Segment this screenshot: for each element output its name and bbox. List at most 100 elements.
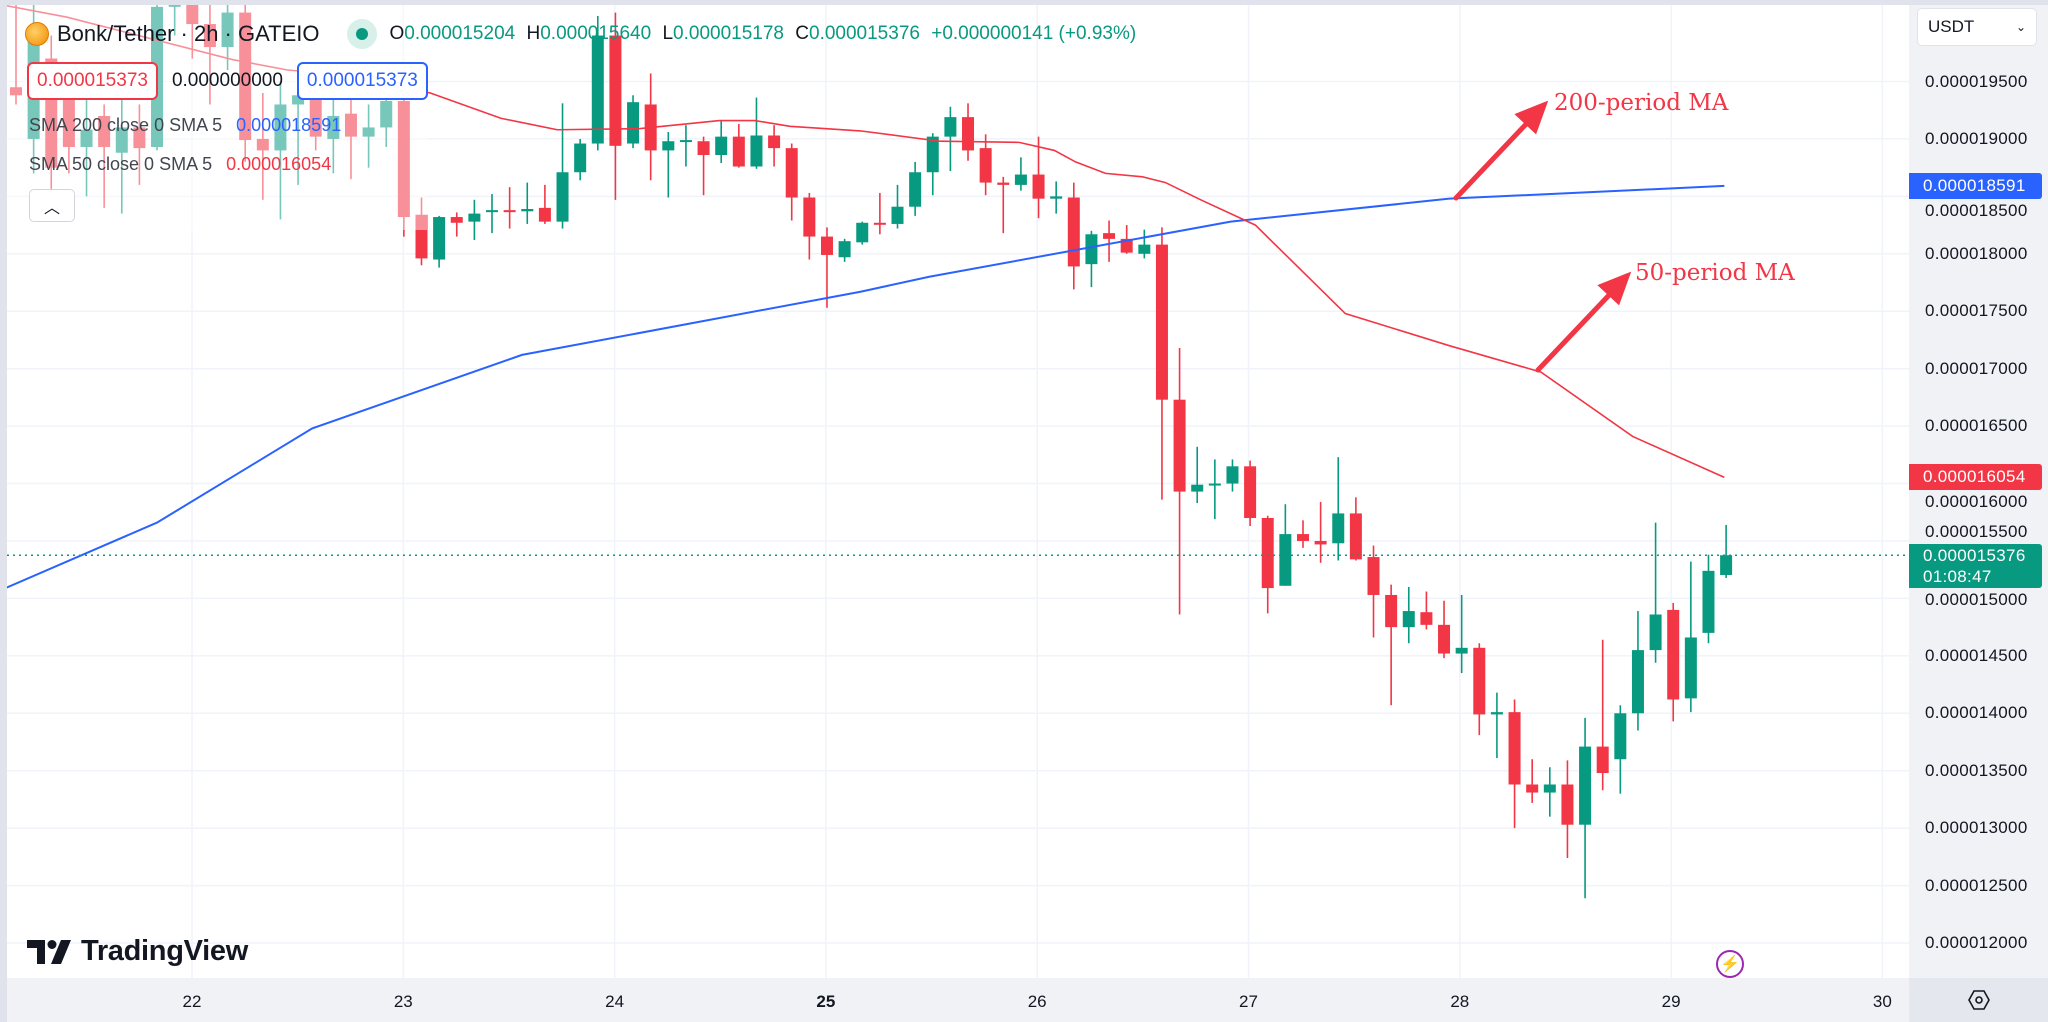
candle [1385,584,1398,706]
candle [1473,643,1486,736]
candle-body [1702,570,1715,633]
tradingview-logo[interactable]: TradingView [27,935,248,968]
candle-body [1050,196,1063,199]
time-axis[interactable]: 22 23 24 25 26 27 28 29 30 [7,978,1909,1022]
lightning-icon[interactable]: ⚡ [1716,950,1744,978]
candle [609,12,622,200]
chart-pane[interactable]: Bonk/Tether · 2h · GATEIO O0.000015204 H… [7,5,1909,978]
candles [10,5,1733,899]
candle [944,106,957,172]
candle-body [10,87,22,96]
candle [979,134,992,196]
candle-body [1649,614,1662,651]
candle-body [944,117,957,137]
candle [1050,181,1063,214]
ma50-arrow [1535,289,1615,373]
candle [785,143,798,221]
candle-body [979,148,992,183]
candle-body [62,97,75,147]
buy-price-button[interactable]: 0.000015373 [296,62,428,100]
chevron-down-icon: ⌄ [2015,20,2026,34]
candle-body [168,5,181,7]
candle [397,87,410,237]
candle-body [239,12,252,141]
candle [1490,692,1503,759]
time-tick: 24 [605,992,625,1011]
candle-body [1138,244,1151,254]
candle [1543,767,1556,817]
chevron-up-icon: ︿ [43,199,60,217]
candle-body [1490,712,1503,715]
candle [1244,460,1257,527]
candle [926,133,939,196]
candle-body [327,115,340,139]
candle-body [662,141,675,151]
candle-body [1120,238,1133,253]
candle [873,192,886,235]
candle [186,5,199,59]
candle-body [1402,611,1415,628]
sma200-legend[interactable]: SMA 200 close 0 SMA 5 0.000018591 [29,115,342,135]
candle [98,104,111,208]
candle-body [1543,784,1556,793]
candle [1455,594,1468,674]
time-tick: 25 [816,992,836,1011]
annotation-arrows [1453,100,1632,373]
candle [133,104,146,185]
sell-price-button[interactable]: 0.000015373 [27,62,158,100]
candle [1349,497,1362,561]
price-tick: 0.000015500 [1925,522,2028,542]
candle-body [1455,647,1468,654]
candle-body [503,210,516,213]
candle-body [80,129,93,147]
symbol-title[interactable]: Bonk/Tether · 2h · GATEIO [57,21,320,46]
sma50-legend[interactable]: SMA 50 close 0 SMA 5 0.000016054 [29,154,332,174]
candle [1208,459,1221,520]
candle-body [1191,484,1204,492]
candle-body [768,135,781,149]
candle-body [926,136,939,173]
candle [168,5,181,36]
candle [1667,603,1680,722]
candle-body [292,95,305,105]
bonk-coin-icon [25,22,49,46]
candle-body [1014,174,1027,185]
candle [697,136,710,196]
ma200-arrow [1453,118,1532,201]
candle-body [785,148,798,198]
candle-body [1155,244,1168,400]
candle-body [1032,174,1045,199]
candle [715,120,728,164]
candle-body [1614,713,1627,760]
candle [1596,639,1609,791]
price-tick: 0.000019500 [1925,71,2028,91]
candle [1173,347,1186,615]
settings-corner[interactable] [1909,978,2048,1022]
ma200-arrowhead [1514,100,1549,135]
candle [115,81,128,214]
candle [1720,524,1733,578]
market-open-icon [347,19,378,49]
candle [521,182,534,224]
grid [7,5,1909,978]
price-axis[interactable]: USDT ⌄ 0.000019500 0.000019000 0.000018500 0… [1909,5,2048,978]
candle [679,125,692,167]
candle [450,212,463,237]
candle [10,5,22,105]
price-chart[interactable] [7,5,1909,978]
price-tick: 0.000013000 [1925,818,2028,838]
candle [662,132,675,198]
currency-select[interactable]: USDT ⌄ [1917,8,2037,46]
candle-body [1208,483,1221,486]
collapse-legend-button[interactable]: ︿ [29,189,75,222]
candle-body [697,141,710,156]
candle [1684,561,1697,713]
candle-body [521,209,534,212]
price-tick: 0.000019000 [1925,128,2028,148]
candle-body [486,210,499,213]
time-tick: 28 [1450,992,1470,1011]
price-tick: 0.000012500 [1925,875,2028,895]
candle-body [1631,650,1644,714]
candle-body [133,127,146,149]
candle [1120,225,1133,254]
